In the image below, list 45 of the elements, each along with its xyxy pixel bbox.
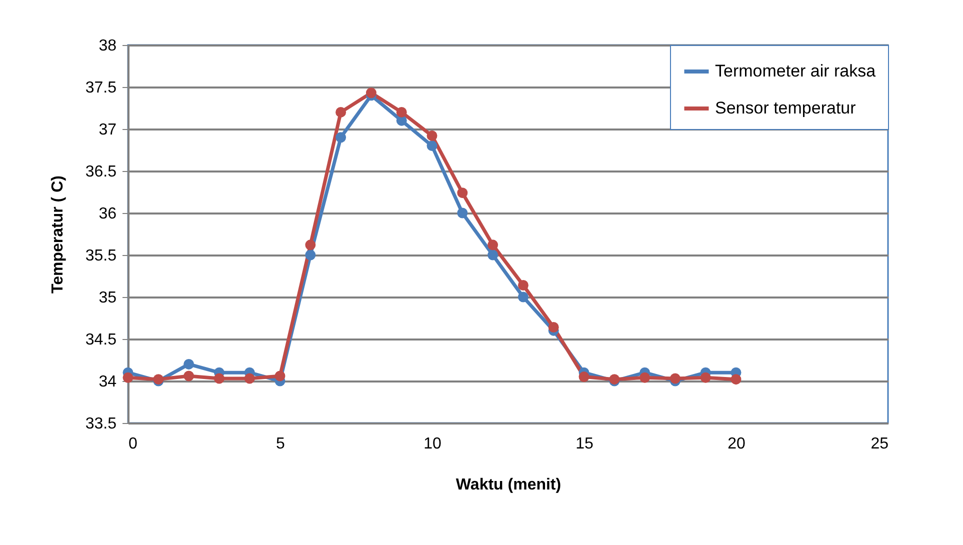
point bbox=[426, 130, 438, 141]
y-tick-label: 35.5 bbox=[85, 248, 117, 264]
y-tick-label: 35 bbox=[98, 290, 117, 306]
y-tick-label: 34 bbox=[98, 374, 117, 390]
point bbox=[305, 240, 316, 250]
point bbox=[488, 250, 498, 260]
point bbox=[488, 240, 498, 250]
y-tick-label: 34.5 bbox=[85, 332, 117, 348]
y-tick-label: 36.5 bbox=[85, 164, 117, 180]
point bbox=[518, 292, 528, 302]
point bbox=[426, 140, 438, 152]
y-tick-label: 37 bbox=[98, 122, 117, 138]
point bbox=[578, 372, 590, 382]
point bbox=[670, 373, 680, 384]
point bbox=[274, 370, 286, 382]
point bbox=[457, 208, 468, 218]
x-tick-label: 10 bbox=[424, 436, 442, 452]
y-tick-label: 33.5 bbox=[85, 416, 117, 432]
point bbox=[396, 106, 407, 118]
point bbox=[457, 188, 468, 198]
point bbox=[305, 250, 316, 260]
x-tick-label: 20 bbox=[728, 436, 746, 452]
x-tick-label: 0 bbox=[128, 436, 138, 452]
point bbox=[518, 280, 528, 290]
y-tick-label: 38 bbox=[98, 38, 117, 54]
point bbox=[336, 132, 346, 143]
legend-label: Sensor temperatur bbox=[715, 98, 856, 118]
point bbox=[548, 322, 559, 332]
point bbox=[730, 374, 742, 385]
x-tick-label: 5 bbox=[276, 436, 286, 452]
legend-label: Termometer air raksa bbox=[715, 62, 876, 80]
point bbox=[184, 370, 194, 382]
point bbox=[700, 372, 711, 383]
point bbox=[244, 373, 255, 384]
y-axis-title: Temperatur ( C) bbox=[49, 176, 66, 294]
point bbox=[366, 88, 376, 98]
point bbox=[640, 372, 650, 383]
x-axis-title: Waktu (menit) bbox=[456, 476, 562, 494]
point bbox=[214, 373, 224, 384]
point bbox=[184, 358, 194, 370]
y-tick-label: 37.5 bbox=[85, 80, 117, 96]
x-tick-label: 15 bbox=[576, 436, 594, 452]
y-tick-label: 36 bbox=[98, 206, 117, 222]
x-tick-label: 25 bbox=[870, 436, 889, 452]
point bbox=[336, 106, 346, 118]
